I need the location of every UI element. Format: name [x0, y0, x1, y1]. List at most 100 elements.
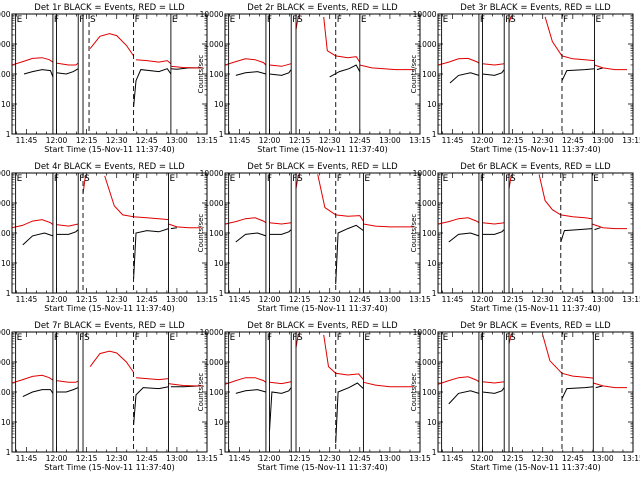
y-tick-label: 1000 [417, 358, 436, 367]
transition-marker-label: S [510, 15, 516, 25]
lld-series-line [225, 58, 267, 66]
transition-marker-label: E [364, 333, 370, 343]
x-tick-label: 12:30 [106, 136, 128, 145]
x-tick-label: 11:45 [16, 454, 38, 463]
lld-series-line [482, 63, 505, 66]
transition-marker-label: F [135, 333, 140, 343]
panel-title: Det 9r BLACK = Events, RED = LLD [460, 321, 611, 331]
lld-series-line [135, 59, 172, 65]
lld-series-line [323, 16, 361, 63]
x-tick-label: 12:30 [106, 454, 128, 463]
panel-data [438, 174, 627, 243]
transition-marker-label: F [292, 333, 297, 343]
x-tick-label: 12:45 [136, 136, 158, 145]
y-tick-label: 1000 [0, 358, 11, 367]
events-series-line [448, 390, 480, 405]
panel-data [12, 33, 204, 107]
lld-series-line [56, 223, 79, 227]
panel-data [12, 175, 201, 279]
x-tick-label: 12:30 [532, 295, 554, 304]
y-tick-label: 10000 [200, 169, 224, 178]
lld-series-line [542, 334, 594, 379]
events-series-line [133, 386, 169, 425]
x-tick-label: 12:15 [76, 136, 98, 145]
panel-data [225, 15, 414, 78]
lld-series-line [438, 217, 480, 225]
transition-marker-label: F [292, 15, 297, 25]
x-tick-label: 12:00 [472, 295, 494, 304]
events-series-line [329, 64, 361, 78]
x-tick-label: 12:45 [349, 454, 371, 463]
y-tick-label: 10000 [0, 10, 11, 19]
transition-marker-label: E [230, 333, 236, 343]
lld-series-line [56, 62, 79, 66]
panel-frame [11, 331, 208, 453]
y-tick-label: 10 [1, 418, 11, 427]
lld-series-line [438, 376, 480, 385]
y-tick-label: 100 [209, 70, 224, 79]
y-tick-label: 10 [427, 100, 437, 109]
y-axis-label: Counts/sec [410, 373, 418, 412]
x-tick-label: 13:00 [166, 454, 188, 463]
y-axis-label: Counts/sec [410, 55, 418, 94]
x-tick-label: 12:00 [472, 136, 494, 145]
x-tick-label: 11:45 [16, 295, 38, 304]
y-tick-label: 100 [422, 229, 437, 238]
transition-marker-label: F [79, 333, 84, 343]
panel-frame [437, 172, 634, 294]
y-tick-label: 1 [6, 289, 11, 298]
transition-marker-label: S [297, 333, 303, 343]
lld-series-line [225, 217, 267, 225]
x-tick-label: 12:45 [562, 454, 584, 463]
events-series-line [335, 224, 364, 285]
x-axis-label: Start Time (15-Nov-11 11:37:40) [257, 463, 387, 472]
x-tick-label: 12:15 [502, 136, 524, 145]
x-axis-label: Start Time (15-Nov-11 11:37:40) [257, 304, 387, 313]
y-tick-label: 1000 [204, 40, 223, 49]
events-series-line [595, 385, 604, 389]
x-tick-label: 13:00 [379, 454, 401, 463]
transition-marker-label: S [84, 333, 90, 343]
x-tick-label: 11:45 [229, 454, 251, 463]
x-tick-label: 11:45 [16, 136, 38, 145]
lld-series-line [323, 334, 364, 380]
y-tick-label: 1 [6, 448, 11, 457]
lld-series-line [317, 174, 364, 222]
detector-panel: Det 4r BLACK = Events, RED = LLD 1 10 100 10… [0, 162, 218, 313]
x-tick-label: 12:15 [289, 295, 311, 304]
y-tick-label: 100 [0, 388, 11, 397]
x-tick-label: 12:45 [562, 136, 584, 145]
x-tick-label: 12:00 [46, 136, 68, 145]
lld-series-line [591, 223, 627, 230]
panel-frame [437, 331, 634, 453]
events-series-line [269, 387, 292, 432]
transition-marker-label: E [169, 333, 175, 343]
detector-panel: Det 9r BLACK = Events, RED = LLD 1 10 100 10… [410, 321, 640, 472]
y-tick-label: 10 [1, 259, 11, 268]
lld-series-line [438, 57, 480, 66]
lld-series-line [135, 377, 169, 381]
x-tick-label: 13:15 [196, 136, 218, 145]
lld-series-line [12, 374, 54, 384]
y-axis-label: Counts/sec [197, 214, 205, 253]
x-tick-label: 12:00 [46, 295, 68, 304]
panel-title: Det 4r BLACK = Events, RED = LLD [34, 162, 185, 172]
events-series-line [56, 229, 79, 235]
y-tick-label: 100 [422, 388, 437, 397]
x-tick-label: 12:45 [136, 295, 158, 304]
events-series-line [596, 67, 604, 71]
transition-marker-label: E [595, 15, 601, 25]
transition-marker-label: F [79, 174, 84, 184]
lld-series-line [359, 64, 414, 71]
x-tick-label: 12:30 [532, 136, 554, 145]
transition-marker-label: F [563, 15, 568, 25]
transition-marker-label: F [563, 333, 568, 343]
y-axis-label: Counts/sec [197, 55, 205, 94]
y-tick-label: 1 [432, 448, 437, 457]
x-tick-label: 12:15 [289, 454, 311, 463]
detector-panel: Det 8r BLACK = Events, RED = LLD 1 10 100 10… [197, 321, 431, 472]
panel-frame [224, 172, 421, 294]
transition-marker-label: S [297, 15, 303, 25]
x-tick-label: 13:00 [379, 295, 401, 304]
